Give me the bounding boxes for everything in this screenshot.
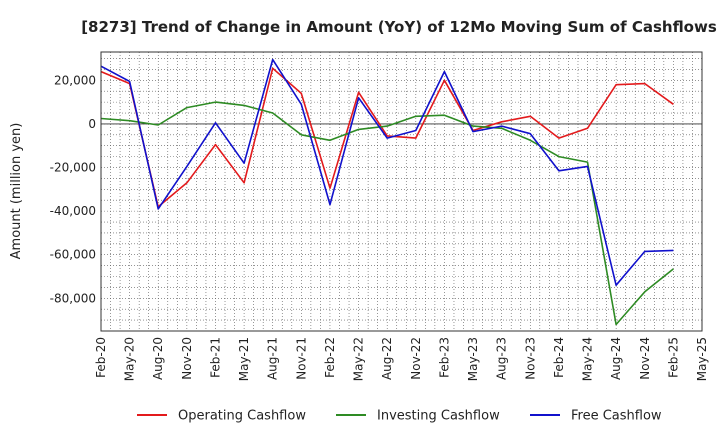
x-tick-label: Feb-20: [94, 337, 108, 378]
series-layer: [100, 58, 674, 326]
x-tick-label: Feb-21: [208, 337, 222, 378]
legend-label: Free Cashflow: [571, 409, 662, 424]
x-tick-label: Nov-20: [180, 337, 194, 380]
legend-label: Operating Cashflow: [178, 409, 306, 424]
y-tick-labels: 20,000 0 -20,000 -40,000 -60,000 -80,000: [50, 73, 96, 305]
series-line-free-cashflow: [100, 58, 674, 287]
chart-title: [8273] Trend of Change in Amount (YoY) o…: [81, 18, 717, 36]
legend: Operating Cashflow Investing Cashflow Free…: [137, 409, 662, 424]
x-tick-label: May-22: [352, 337, 366, 381]
y-tick-label: 0: [88, 117, 96, 131]
y-tick-label: -40,000: [50, 204, 96, 218]
x-tick-label: Aug-23: [495, 337, 509, 380]
x-tick-label: May-25: [695, 337, 709, 381]
series-line-operating-cashflow: [100, 67, 674, 208]
y-tick-label: -20,000: [50, 161, 96, 175]
x-tick-label: Nov-22: [409, 337, 423, 380]
y-tick-label: -60,000: [50, 248, 96, 262]
x-tick-labels: Feb-20 May-20 Aug-20 Nov-20 Feb-21 May-21 Aug-…: [94, 337, 709, 381]
x-tick-label: Feb-25: [666, 337, 680, 378]
x-tick-label: Aug-21: [266, 337, 280, 380]
x-tick-label: Feb-23: [437, 337, 451, 378]
legend-label: Investing Cashflow: [377, 409, 500, 424]
x-tick-label: May-23: [466, 337, 480, 381]
series-line-investing-cashflow: [100, 101, 674, 326]
y-tick-label: -80,000: [50, 291, 96, 305]
x-tick-label: Nov-24: [638, 337, 652, 380]
y-tick-label: 20,000: [54, 73, 96, 87]
x-tick-label: Aug-22: [380, 337, 394, 380]
x-tick-label: Nov-23: [523, 337, 537, 380]
x-tick-label: Nov-21: [294, 337, 308, 380]
grid: [100, 52, 703, 331]
x-tick-label: Aug-24: [609, 337, 623, 380]
x-tick-label: May-21: [237, 337, 251, 381]
x-tick-label: Aug-20: [151, 337, 165, 380]
x-tick-label: Feb-22: [323, 337, 337, 378]
y-axis-label: Amount (million yen): [9, 123, 24, 260]
x-tick-label: May-24: [581, 337, 595, 381]
x-tick-label: Feb-24: [552, 337, 566, 378]
plot-frame: [100, 51, 703, 332]
x-tick-label: May-20: [123, 337, 137, 381]
